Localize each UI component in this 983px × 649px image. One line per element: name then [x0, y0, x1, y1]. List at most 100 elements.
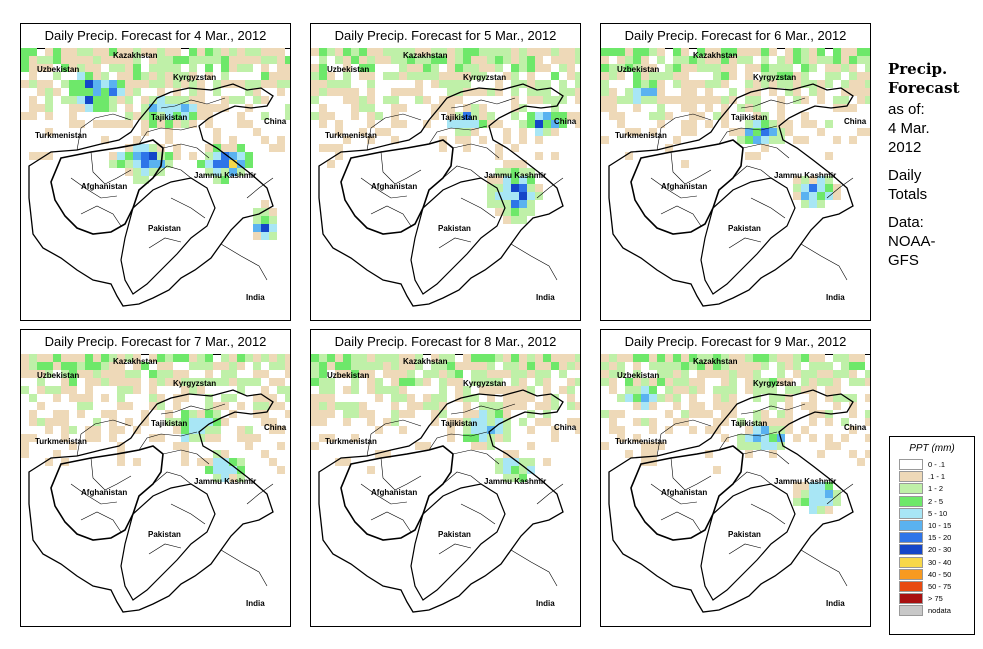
precip-cell	[849, 48, 857, 56]
precip-cell	[245, 48, 253, 56]
precip-cell	[479, 136, 487, 144]
precip-cell	[439, 386, 447, 394]
precip-cell	[327, 80, 335, 88]
precip-cell	[617, 120, 625, 128]
precip-cell	[793, 354, 801, 362]
precip-cell	[277, 354, 285, 362]
precip-cell	[809, 370, 817, 378]
precip-cell	[205, 72, 213, 80]
legend-swatch	[899, 507, 923, 519]
precip-cell	[487, 386, 495, 394]
forecast-panel-3: Daily Precip. Forecast for 6 Mar., 2012 …	[600, 23, 871, 321]
precip-cell	[383, 96, 391, 104]
precip-cell	[567, 56, 575, 64]
precip-cell	[319, 418, 327, 426]
precip-cell	[657, 442, 665, 450]
precip-cell	[753, 120, 761, 128]
precip-cell	[601, 88, 609, 96]
precip-cell	[527, 192, 535, 200]
precip-cell	[729, 56, 737, 64]
precip-cell	[809, 498, 817, 506]
precip-cell	[45, 386, 53, 394]
precip-cell	[809, 434, 817, 442]
precip-cell	[471, 64, 479, 72]
precip-cell	[101, 362, 109, 370]
province-line	[148, 237, 182, 249]
precip-cell	[567, 64, 575, 72]
precip-cell	[857, 96, 865, 104]
precip-cell	[245, 434, 253, 442]
precip-cell	[367, 96, 375, 104]
precip-cell	[181, 120, 189, 128]
precip-cell	[641, 64, 649, 72]
precip-cell	[29, 64, 37, 72]
precip-cell	[817, 96, 825, 104]
precip-cell	[551, 426, 559, 434]
precip-cell	[777, 378, 785, 386]
precip-cell	[133, 458, 141, 466]
legend-item: 20 - 30	[890, 544, 974, 556]
precip-cell	[697, 410, 705, 418]
label-china: China	[554, 423, 577, 432]
label-india: India	[246, 599, 265, 608]
precip-cell	[269, 394, 277, 402]
precip-cell	[77, 394, 85, 402]
precip-cell	[737, 354, 745, 362]
precip-cell	[327, 48, 335, 56]
precip-cell	[769, 434, 777, 442]
precip-cell	[511, 64, 519, 72]
precip-cell	[375, 450, 383, 458]
precip-cell	[117, 88, 125, 96]
boundaries	[318, 389, 564, 613]
precip-cell	[85, 354, 93, 362]
precip-cell	[689, 410, 697, 418]
forecast-panel-5: Daily Precip. Forecast for 8 Mar., 2012 …	[310, 329, 581, 627]
precip-cell	[841, 48, 849, 56]
precip-cell	[769, 450, 777, 458]
precip-cell	[431, 48, 439, 56]
precip-cell	[181, 104, 189, 112]
precip-cell	[681, 410, 689, 418]
precip-cell	[809, 418, 817, 426]
precip-cell	[447, 426, 455, 434]
precip-cell	[463, 64, 471, 72]
label-pakistan: Pakistan	[728, 224, 761, 233]
precip-cell	[633, 434, 641, 442]
precip-cell	[141, 176, 149, 184]
precip-cell	[173, 402, 181, 410]
precip-cell	[221, 96, 229, 104]
label-jammu-kashmir: Jammu Kashmir	[484, 477, 546, 486]
precip-cell	[601, 104, 609, 112]
precip-cell	[495, 466, 503, 474]
precip-cell	[769, 378, 777, 386]
precip-cell	[495, 144, 503, 152]
precip-cell	[479, 354, 487, 362]
precip-cell	[165, 64, 173, 72]
precip-cell	[543, 386, 551, 394]
precip-cell	[205, 120, 213, 128]
precip-cell	[229, 394, 237, 402]
precip-cell	[205, 48, 213, 56]
precip-cell	[383, 362, 391, 370]
precip-map: KazakhstanUzbekistanKyrgyzstanTajikistan…	[311, 354, 580, 613]
precip-cell	[439, 80, 447, 88]
precip-cell	[841, 394, 849, 402]
precip-cell	[173, 88, 181, 96]
precip-cell	[319, 370, 327, 378]
precip-cell	[189, 80, 197, 88]
precip-cell	[503, 184, 511, 192]
precip-cell	[713, 394, 721, 402]
precip-cell	[77, 48, 85, 56]
precip-cell	[253, 96, 261, 104]
precip-cell	[617, 370, 625, 378]
province-line	[826, 483, 854, 505]
precip-cell	[487, 48, 495, 56]
legend-swatch	[899, 580, 923, 592]
precip-cell	[359, 402, 367, 410]
asof-line3: 2012	[888, 139, 922, 156]
precip-cell	[221, 56, 229, 64]
precip-cell	[713, 466, 721, 474]
border-line	[318, 389, 564, 613]
precip-cell	[817, 200, 825, 208]
precip-cell	[181, 72, 189, 80]
